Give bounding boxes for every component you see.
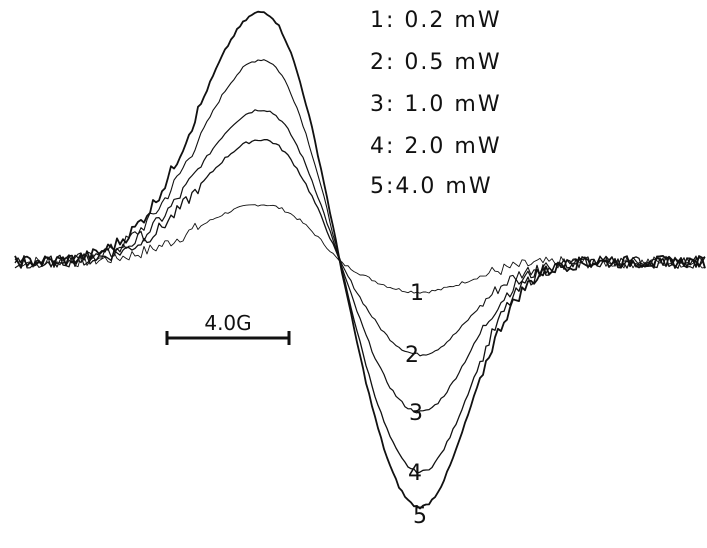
curve-label-1: 1 xyxy=(410,281,424,306)
legend-entry-1: 1: 0.2 mW xyxy=(370,8,502,33)
curve-label-2: 2 xyxy=(405,343,419,368)
series-line-4 xyxy=(14,138,706,474)
legend-entry-5: 5:4.0 mW xyxy=(370,174,493,199)
series-line-1 xyxy=(14,204,706,294)
legend-entry-4: 4: 2.0 mW xyxy=(370,134,502,159)
curve-label-4: 4 xyxy=(408,461,422,486)
series-line-3 xyxy=(14,109,706,414)
scale-bar-label: 4.0G xyxy=(204,311,251,335)
scale-bar: 4.0G xyxy=(165,311,291,345)
series-line-2 xyxy=(14,59,706,357)
legend: 1: 0.2 mW 2: 0.5 mW 3: 1.0 mW 4: 2.0 mW … xyxy=(370,8,502,199)
spectrum-curves xyxy=(14,10,706,510)
curve-labels: 1 2 3 4 5 xyxy=(405,281,427,529)
series-line-5 xyxy=(14,10,706,510)
curve-label-5: 5 xyxy=(413,504,427,529)
legend-entry-3: 3: 1.0 mW xyxy=(370,92,502,117)
curve-label-3: 3 xyxy=(409,401,423,426)
legend-entry-2: 2: 0.5 mW xyxy=(370,50,502,75)
